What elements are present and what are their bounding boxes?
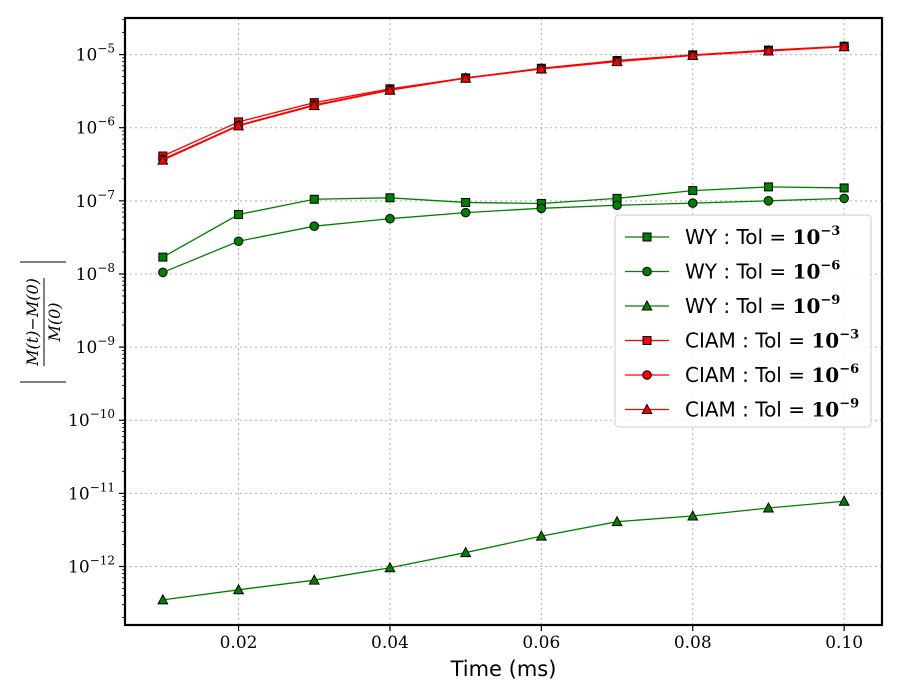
data-point: [232, 583, 245, 595]
x-axis-label: Time (ms): [450, 657, 557, 681]
legend-marker: [642, 336, 652, 345]
legend-item: CIAM : Tol = 10−9: [625, 397, 859, 422]
data-point: [763, 182, 773, 192]
data-point: [461, 197, 471, 207]
data-point: [612, 200, 622, 211]
data-point: [309, 221, 320, 231]
legend-item: WY : Tol = 10−3: [625, 224, 840, 249]
y-tick-label: 10−11: [68, 480, 115, 504]
data-point: [838, 40, 850, 52]
data-point: [232, 119, 245, 131]
series-0: [158, 182, 849, 262]
data-point: [762, 44, 775, 56]
legend-label: WY : Tol = 10−9: [685, 293, 840, 318]
legend-label: CIAM : Tol = 10−3: [685, 328, 859, 353]
legend-item: WY : Tol = 10−6: [625, 259, 840, 284]
y-label-denominator: M(0): [45, 302, 64, 342]
legend-box: [614, 214, 872, 428]
data-point: [535, 62, 547, 74]
data-point: [611, 55, 623, 67]
ticks: 0.02 0.04 0.06 0.08 0.10 10−5 10−6 10−7 10−8 10−9…: [68, 19, 863, 653]
data-point: [308, 99, 320, 111]
data-point: [157, 593, 169, 605]
data-point: [308, 574, 320, 585]
data-point: [309, 194, 319, 204]
x-tick-label: 0.02: [220, 633, 258, 653]
y-tick-label: 10−6: [76, 115, 115, 139]
data-point: [460, 546, 472, 558]
series-line: [162, 46, 845, 161]
legend: WY : Tol = 10−3 WY : Tol = 10−6 WY : Tol =…: [614, 214, 872, 428]
series-line: [162, 197, 845, 274]
y-label-numerator: M(t)−M(0): [23, 278, 42, 367]
data-point: [384, 561, 396, 573]
x-tick-label: 0.04: [371, 633, 409, 653]
data-point: [611, 515, 623, 527]
data-point: [385, 213, 395, 224]
data-point: [688, 186, 698, 196]
data-point: [233, 236, 244, 247]
legend-label: WY : Tol = 10−3: [685, 224, 840, 249]
y-tick-label: 10−9: [76, 334, 115, 358]
y-axis-label: M(t)−M(0) M(0): [20, 261, 66, 383]
y-tick-label: 10−12: [68, 553, 115, 577]
series-2: [157, 495, 850, 605]
series-line: [162, 186, 845, 258]
legend-marker: [642, 232, 652, 242]
series-line: [162, 500, 845, 601]
data-point: [384, 84, 396, 95]
data-point: [158, 252, 168, 262]
data-point: [234, 210, 244, 220]
y-tick-label: 10−8: [76, 261, 115, 285]
data-point: [687, 509, 699, 521]
legend-item: WY : Tol = 10−9: [625, 293, 840, 318]
data-point: [536, 203, 547, 214]
legend-label: WY : Tol = 10−6: [685, 259, 840, 284]
legend-label: CIAM : Tol = 10−9: [685, 397, 859, 422]
data-point: [687, 198, 698, 208]
legend-item: CIAM : Tol = 10−6: [625, 362, 859, 387]
data-point: [763, 196, 774, 206]
legend-label: CIAM : Tol = 10−6: [685, 362, 859, 387]
y-tick-label: 10−7: [76, 188, 115, 212]
x-tick-label: 0.06: [522, 633, 560, 653]
data-point: [535, 530, 547, 541]
series-1: [158, 193, 849, 278]
data-point: [385, 193, 395, 203]
x-tick-label: 0.08: [674, 633, 712, 653]
data-point: [839, 183, 849, 193]
legend-marker: [641, 403, 653, 414]
series-5: [157, 40, 850, 165]
legend-marker: [642, 370, 652, 380]
x-tick-label: 0.10: [825, 633, 863, 653]
data-point: [838, 495, 850, 506]
data-point: [460, 72, 472, 83]
legend-marker: [641, 299, 653, 311]
legend-item: CIAM : Tol = 10−3: [625, 328, 859, 353]
y-tick-label: 10−10: [68, 407, 115, 431]
legend-marker: [642, 266, 652, 277]
data-point: [158, 267, 168, 278]
y-tick-label: 10−5: [76, 42, 115, 66]
data-point: [687, 49, 699, 61]
data-point: [762, 501, 775, 513]
data-point: [157, 154, 169, 165]
y-label-fraction: M(t)−M(0) M(0): [20, 261, 66, 383]
data-point: [839, 193, 849, 204]
plot-frame: [123, 16, 884, 627]
series-group: [157, 40, 850, 605]
data-point: [460, 207, 471, 218]
